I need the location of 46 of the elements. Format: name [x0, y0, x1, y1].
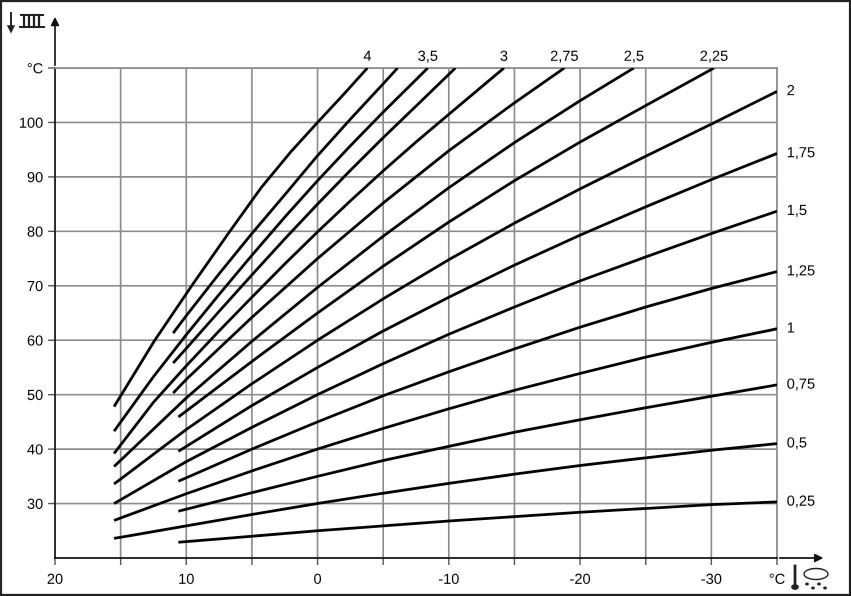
series-label: 2 [787, 85, 794, 96]
series-label: 2,75 [550, 50, 578, 63]
line-series [112, 68, 369, 408]
x-tick-label: 20 [48, 574, 63, 584]
x-tick-label: -30 [701, 574, 722, 584]
series-label: 2,5 [624, 50, 644, 63]
line-series [112, 210, 777, 505]
y-tick-label: 90 [28, 172, 43, 182]
series-label: 4 [364, 50, 372, 61]
series-label: 3 [500, 50, 508, 61]
line-series [112, 68, 430, 433]
line-series [172, 68, 566, 394]
series-label: 1,75 [788, 147, 814, 160]
line-series [112, 90, 777, 486]
y-tick-label: 100 [20, 118, 43, 128]
line-series [112, 327, 777, 522]
series-label: 2,25 [700, 50, 728, 63]
x-tick-label: °C [770, 574, 785, 584]
x-tick-label: -20 [570, 574, 590, 584]
x-tick-label: 0 [314, 574, 322, 584]
y-tick-label: 30 [28, 498, 43, 509]
x-tick-label: 10 [179, 574, 194, 584]
series-label: 3,5 [418, 50, 438, 63]
series-label: 0,25 [787, 496, 814, 508]
series-label: 0,5 [787, 437, 806, 450]
line-series [112, 442, 777, 540]
line-series [112, 68, 506, 455]
line-series [177, 152, 777, 453]
y-tick-label: 40 [27, 444, 43, 455]
series-label: 0,75 [787, 378, 814, 391]
y-tick-label: 70 [28, 280, 43, 292]
x-tick-label: -10 [438, 574, 459, 584]
series-label: 1,5 [788, 204, 806, 217]
y-tick-label: 60 [28, 335, 43, 346]
line-series [177, 500, 777, 544]
line-series [177, 68, 716, 418]
line-series [172, 68, 400, 335]
series-label: 1 [788, 322, 794, 333]
line-series [112, 68, 636, 468]
line-series [172, 68, 457, 364]
series-label: 1,25 [788, 265, 814, 278]
y-tick-label: 50 [28, 390, 43, 400]
y-tick-label: 80 [28, 226, 43, 237]
y-tick-label: °C [28, 63, 43, 74]
line-series [177, 383, 777, 513]
line-series [177, 270, 777, 483]
